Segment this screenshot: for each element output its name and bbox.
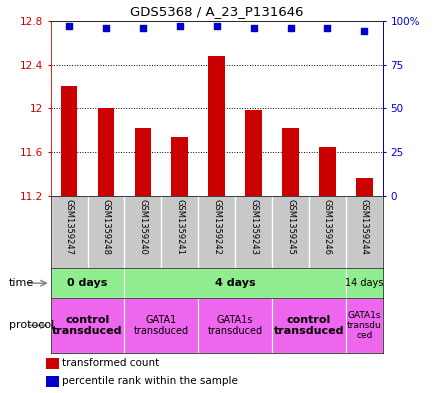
Text: GATA1
transduced: GATA1 transduced [134,315,189,336]
Point [66,23,73,29]
Bar [98,108,114,196]
Point [103,25,110,31]
Bar [46,376,59,387]
Point [287,25,294,31]
Bar [246,110,262,196]
Bar [125,298,198,353]
Text: protocol: protocol [9,320,54,331]
Text: GSM1359246: GSM1359246 [323,199,332,255]
Bar [135,128,151,196]
Bar [272,298,346,353]
Point [361,28,368,35]
Text: GSM1359241: GSM1359241 [175,199,184,255]
Text: control
transduced: control transduced [274,315,344,336]
Bar [346,268,383,298]
Bar [282,128,299,196]
Text: GSM1359243: GSM1359243 [249,199,258,255]
Text: GSM1359245: GSM1359245 [286,199,295,255]
Text: GSM1359240: GSM1359240 [138,199,147,255]
Title: GDS5368 / A_23_P131646: GDS5368 / A_23_P131646 [130,5,304,18]
Text: GATA1s
transdu
ced: GATA1s transdu ced [347,310,382,340]
Text: transformed count: transformed count [62,358,159,368]
Point [213,23,220,29]
Point [139,25,147,31]
Bar [46,358,59,369]
Text: 0 days: 0 days [67,278,108,288]
Bar [172,137,188,196]
Bar [198,298,272,353]
Text: percentile rank within the sample: percentile rank within the sample [62,376,238,386]
Bar [346,298,383,353]
Text: 4 days: 4 days [215,278,256,288]
Text: GSM1359247: GSM1359247 [65,199,73,255]
Bar [319,147,336,196]
Bar [209,56,225,196]
Point [250,25,257,31]
Bar [51,298,125,353]
Bar [125,268,346,298]
Text: GSM1359248: GSM1359248 [102,199,110,255]
Bar [51,268,125,298]
Bar [356,178,373,196]
Text: control
transduced: control transduced [52,315,123,336]
Text: 14 days: 14 days [345,278,384,288]
Text: GSM1359244: GSM1359244 [360,199,369,255]
Point [324,25,331,31]
Text: time: time [9,278,34,288]
Text: GATA1s
transduced: GATA1s transduced [208,315,263,336]
Text: GSM1359242: GSM1359242 [212,199,221,255]
Point [176,23,183,29]
Bar [61,86,77,196]
